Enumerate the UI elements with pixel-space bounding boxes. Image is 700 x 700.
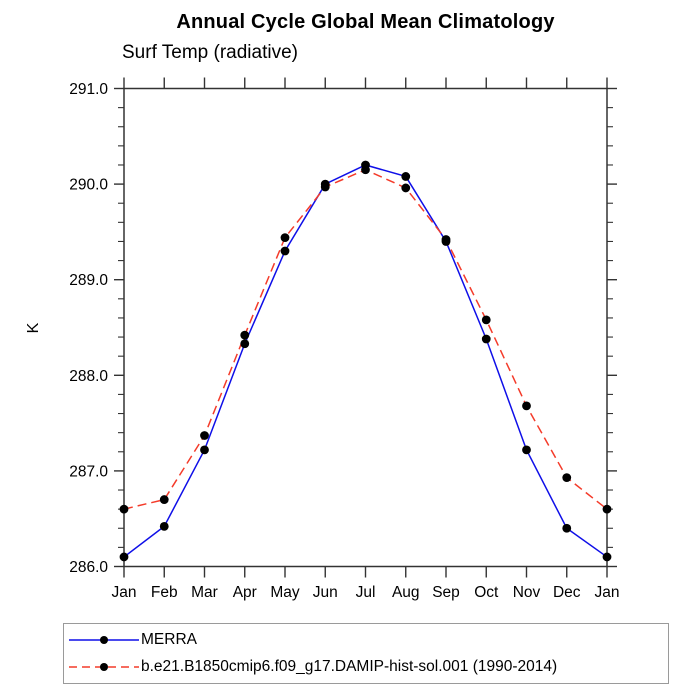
data-point-marker [441,235,451,244]
x-tick-label: Jun [313,584,338,601]
data-point-marker [361,165,370,175]
series-line-0 [123,164,608,558]
data-point-marker [481,334,491,344]
y-tick-label: 287.0 [69,463,108,480]
legend-line-sample [69,663,139,672]
y-tick-label: 286.0 [69,559,108,576]
data-point-marker [240,339,250,349]
data-point-marker [159,521,169,531]
x-tick-label: Feb [151,584,178,601]
x-tick-label: Aug [392,584,420,601]
data-point-marker [119,504,129,514]
x-tick-label: Sep [432,584,460,601]
x-tick-label: Apr [233,584,257,601]
data-point-marker [200,445,209,455]
x-tick-label: Dec [553,584,581,601]
legend-item: MERRA [67,628,668,652]
y-tick-label: 290.0 [69,177,108,194]
data-point-marker [562,473,572,482]
legend-line-sample [69,635,139,644]
chart-subtitle: Surf Temp (radiative) [122,42,298,63]
data-point-marker [119,552,129,562]
chart-title: Annual Cycle Global Mean Climatology [176,11,555,33]
data-point-marker [159,495,169,504]
data-point-marker [280,233,290,243]
data-point-marker [602,504,612,514]
legend-item: b.e21.B1850cmip6.f09_g17.DAMIP-hist-sol.… [67,655,668,679]
data-point-marker [240,330,250,340]
x-tick-label: Mar [191,584,218,601]
data-point-marker [320,182,330,192]
data-point-marker [522,445,531,455]
data-point-marker [401,183,411,193]
x-tick-label: Jan [112,584,137,601]
series-line-1 [123,168,608,510]
legend-label: b.e21.B1850cmip6.f09_g17.DAMIP-hist-sol.… [141,658,558,676]
data-point-marker [280,246,290,256]
data-point-marker [200,431,209,440]
legend-marker [100,635,108,644]
y-tick-label: 291.0 [69,81,108,98]
plot-frame [123,87,608,568]
y-tick-label: 289.0 [69,272,108,289]
legend-marker [100,663,108,672]
data-point-marker [401,172,411,181]
x-tick-label: Jul [356,584,376,601]
data-point-marker [562,523,572,533]
x-tick-label: Nov [513,584,541,601]
data-point-marker [522,401,531,411]
x-tick-label: May [270,584,300,601]
legend-label: MERRA [141,630,197,648]
data-point-marker [481,315,491,325]
data-point-marker [602,552,612,562]
y-tick-label: 288.0 [69,368,108,385]
x-tick-label: Jan [595,584,620,601]
legend: MERRA b.e21.B1850cmip6.f09_g17.DAMIP-his… [63,623,669,684]
x-tick-label: Oct [474,584,499,601]
